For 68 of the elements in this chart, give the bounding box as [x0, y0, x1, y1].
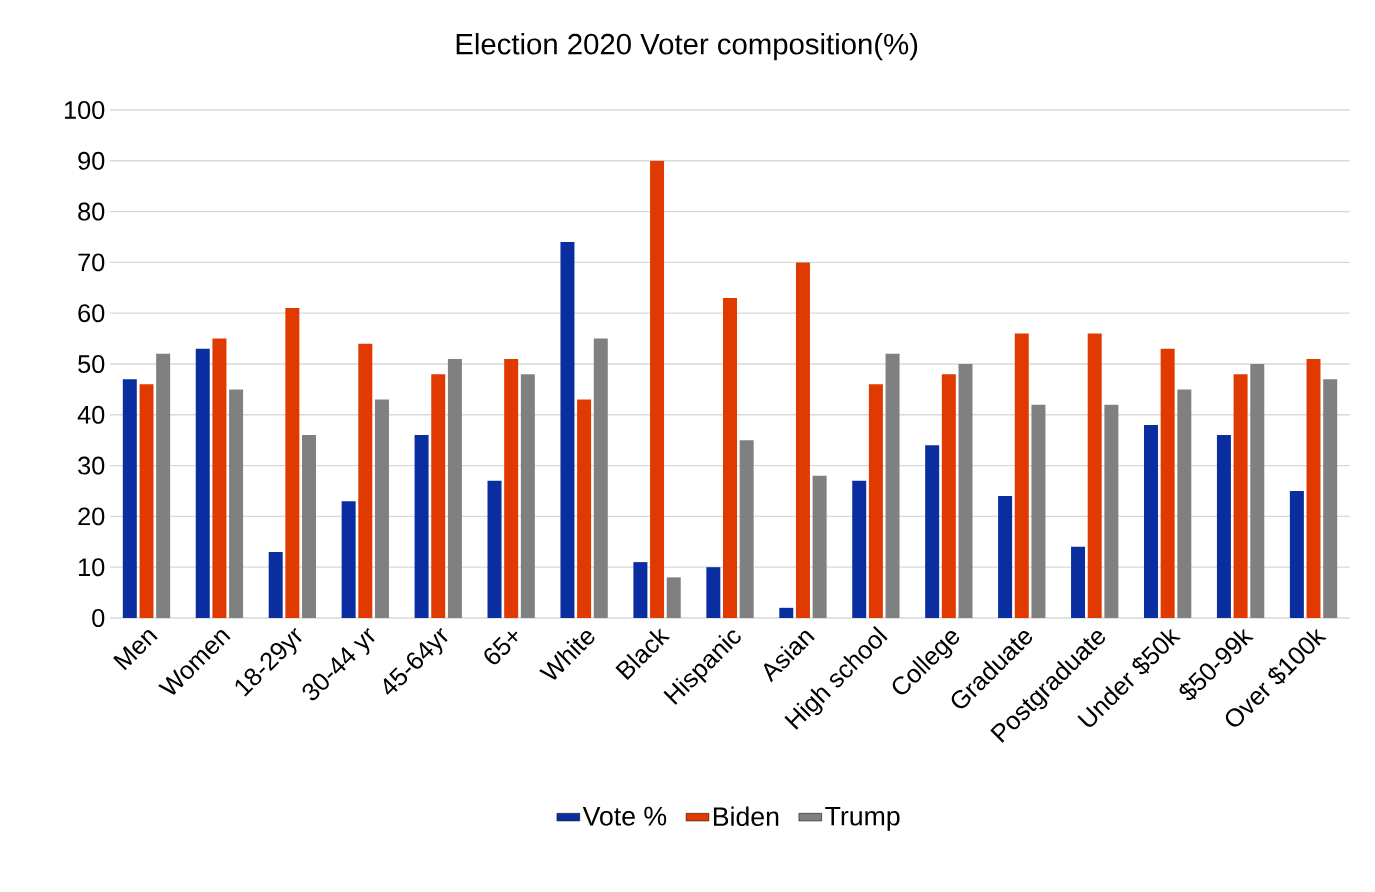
bar — [285, 308, 300, 618]
bar — [723, 297, 738, 618]
bar — [504, 358, 519, 618]
y-tick-label: 70 — [78, 253, 105, 272]
bar — [1289, 490, 1304, 618]
bar — [852, 480, 867, 618]
legend-label: Vote % — [582, 806, 667, 826]
y-tick-label: 80 — [78, 202, 105, 221]
y-tick-label: 0 — [92, 609, 105, 627]
bar — [706, 567, 721, 618]
x-tick-label: Men — [113, 630, 158, 671]
legend-label: Biden — [713, 806, 779, 827]
y-tick-label: 60 — [78, 304, 105, 323]
y-tick-label: 40 — [77, 405, 105, 424]
bar — [885, 353, 900, 618]
bar — [795, 262, 810, 618]
bar — [1071, 546, 1086, 618]
y-tick-label: 20 — [78, 507, 105, 526]
bar — [941, 374, 956, 618]
legend-label: Trump — [825, 806, 900, 831]
bar — [1143, 424, 1158, 618]
bar — [139, 384, 154, 618]
bar — [374, 399, 389, 618]
bar — [1087, 333, 1102, 618]
bar — [1031, 404, 1046, 618]
bar — [925, 445, 940, 618]
bar — [520, 374, 535, 618]
bar — [1104, 404, 1119, 618]
bar — [212, 338, 227, 618]
bar — [358, 343, 373, 618]
bar — [868, 384, 883, 618]
bar — [739, 440, 754, 618]
bar — [650, 160, 665, 618]
y-tick-label: 50 — [78, 355, 105, 373]
bar — [593, 338, 608, 618]
bar — [431, 374, 446, 618]
bar — [122, 379, 137, 618]
bar — [633, 562, 648, 618]
bar — [779, 607, 794, 618]
bar — [487, 480, 502, 618]
bar — [1250, 363, 1265, 618]
bar — [414, 435, 429, 618]
bar — [1323, 379, 1338, 618]
y-tick-label: 10 — [79, 558, 105, 577]
bar — [341, 501, 356, 618]
bar — [156, 353, 171, 618]
bar — [268, 551, 283, 618]
bar — [1177, 389, 1192, 618]
y-tick-label: 100 — [64, 101, 105, 119]
bar — [666, 577, 681, 618]
bar — [560, 242, 575, 618]
bar — [1306, 358, 1321, 618]
bar — [447, 358, 462, 618]
bar — [1014, 333, 1029, 618]
bar — [1160, 348, 1175, 618]
bar — [958, 363, 973, 618]
bar — [812, 475, 827, 618]
bar — [1216, 435, 1231, 618]
x-tick-label: 65+ — [484, 631, 518, 665]
bar — [195, 348, 210, 618]
y-tick-label: 90 — [78, 151, 105, 170]
bar — [302, 435, 317, 618]
chart-title: Election 2020 Voter composition(%) — [456, 32, 918, 61]
bar — [1233, 374, 1248, 618]
bar — [577, 399, 592, 618]
y-tick-label: 30 — [78, 456, 105, 475]
bar — [998, 496, 1013, 618]
bar — [229, 389, 244, 618]
